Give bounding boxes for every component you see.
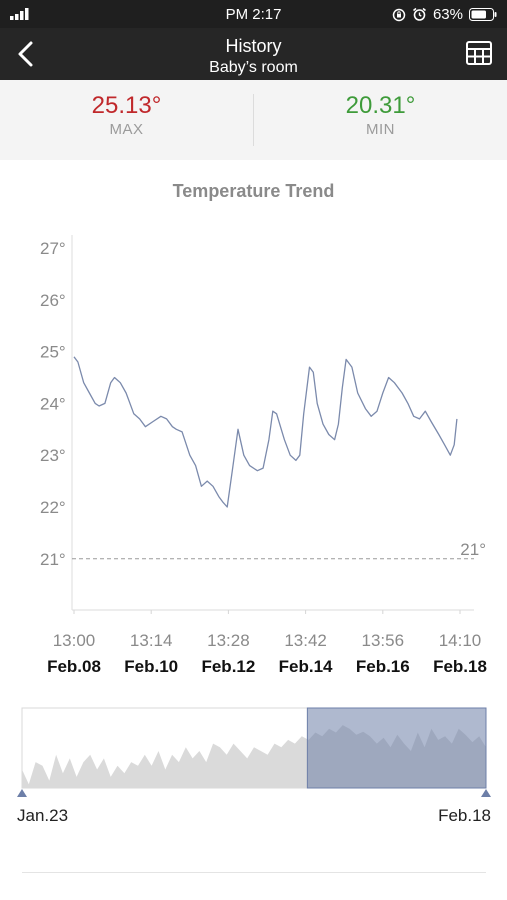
- x-tick-time-label: 13:00: [53, 631, 96, 650]
- min-value: 20.31°: [345, 92, 416, 119]
- x-tick-date-label: Feb.14: [279, 657, 333, 676]
- range-selector[interactable]: [0, 700, 507, 800]
- max-block: 25.13° MAX: [0, 92, 253, 138]
- max-value: 25.13°: [91, 92, 162, 119]
- battery-percent: 63%: [432, 6, 463, 23]
- chart-title: Temperature Trend: [172, 181, 335, 201]
- alarm-icon: [412, 7, 426, 21]
- x-tick-time-label: 13:14: [130, 631, 173, 650]
- x-tick-date-label: Feb.10: [124, 657, 178, 676]
- status-time: PM 2:17: [225, 6, 282, 23]
- signal-icon: [10, 8, 29, 20]
- range-start-handle[interactable]: [17, 789, 27, 797]
- min-label: MIN: [366, 121, 395, 138]
- range-end-handle[interactable]: [481, 789, 491, 797]
- battery-icon: [469, 8, 497, 21]
- x-tick-time-label: 13:28: [207, 631, 250, 650]
- range-end-label: Feb.18: [438, 806, 491, 825]
- y-tick-label: 21°: [40, 550, 66, 569]
- nav-bar: History Baby’s room: [0, 28, 507, 80]
- x-tick-date-label: Feb.12: [201, 657, 255, 676]
- selected-range-window[interactable]: [306, 707, 487, 789]
- status-right: 63%: [392, 6, 497, 23]
- x-tick-time-label: 13:42: [284, 631, 327, 650]
- y-tick-label: 23°: [40, 446, 66, 465]
- temperature-series-line[interactable]: [73, 356, 458, 508]
- back-arrow-icon[interactable]: [14, 40, 40, 68]
- x-tick-time-label: 13:56: [362, 631, 405, 650]
- x-tick-date-label: Feb.16: [356, 657, 410, 676]
- y-tick-label: 24°: [40, 394, 66, 413]
- y-tick-label: 26°: [40, 291, 66, 310]
- lock-rotation-icon: [392, 8, 406, 21]
- x-tick-time-label: 14:10: [439, 631, 482, 650]
- page-title: History: [225, 36, 282, 56]
- y-tick-label: 27°: [40, 239, 66, 258]
- max-label: MAX: [109, 121, 144, 138]
- page-subtitle: Baby’s room: [209, 59, 298, 76]
- y-tick-label: 22°: [40, 498, 66, 517]
- bottom-divider: [22, 872, 486, 873]
- y-tick-label: 25°: [40, 343, 66, 362]
- x-tick-date-label: Feb.18: [433, 657, 487, 676]
- summary-divider: [253, 94, 254, 146]
- status-bar: PM 2:17 63%: [0, 0, 507, 28]
- temperature-chart[interactable]: 21° 22° 23° 24° 25° 26° 27° 13:00 Feb.08 13:14 Feb…: [0, 225, 507, 685]
- range-start-label: Jan.23: [17, 806, 69, 825]
- min-block: 20.31° MIN: [254, 92, 507, 138]
- threshold-label: 21°: [460, 540, 486, 559]
- temperature-summary: 25.13° MAX 20.31° MIN: [0, 80, 507, 160]
- x-tick-date-label: Feb.08: [47, 657, 101, 676]
- table-view-icon[interactable]: [465, 39, 493, 67]
